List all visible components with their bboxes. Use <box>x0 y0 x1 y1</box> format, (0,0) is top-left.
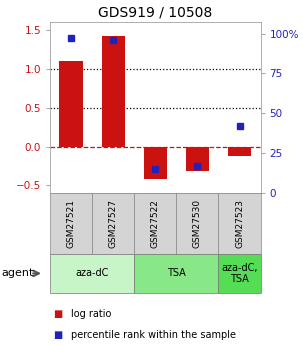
Bar <box>102 36 125 147</box>
Text: ■: ■ <box>53 309 62 319</box>
Text: GSM27527: GSM27527 <box>109 199 118 248</box>
Text: GSM27522: GSM27522 <box>151 199 160 248</box>
Text: aza-dC: aza-dC <box>75 268 109 278</box>
Title: GDS919 / 10508: GDS919 / 10508 <box>98 6 212 20</box>
Text: agent: agent <box>2 268 34 278</box>
Text: GSM27523: GSM27523 <box>235 199 244 248</box>
Text: log ratio: log ratio <box>71 309 112 319</box>
Text: GSM27530: GSM27530 <box>193 199 202 248</box>
Bar <box>144 147 167 179</box>
Bar <box>228 147 251 156</box>
Bar <box>59 61 83 147</box>
Text: percentile rank within the sample: percentile rank within the sample <box>71 330 236 339</box>
Text: GSM27521: GSM27521 <box>67 199 75 248</box>
Text: TSA: TSA <box>167 268 186 278</box>
Text: aza-dC,
TSA: aza-dC, TSA <box>221 263 258 284</box>
Bar <box>186 147 209 171</box>
Text: ■: ■ <box>53 330 62 339</box>
